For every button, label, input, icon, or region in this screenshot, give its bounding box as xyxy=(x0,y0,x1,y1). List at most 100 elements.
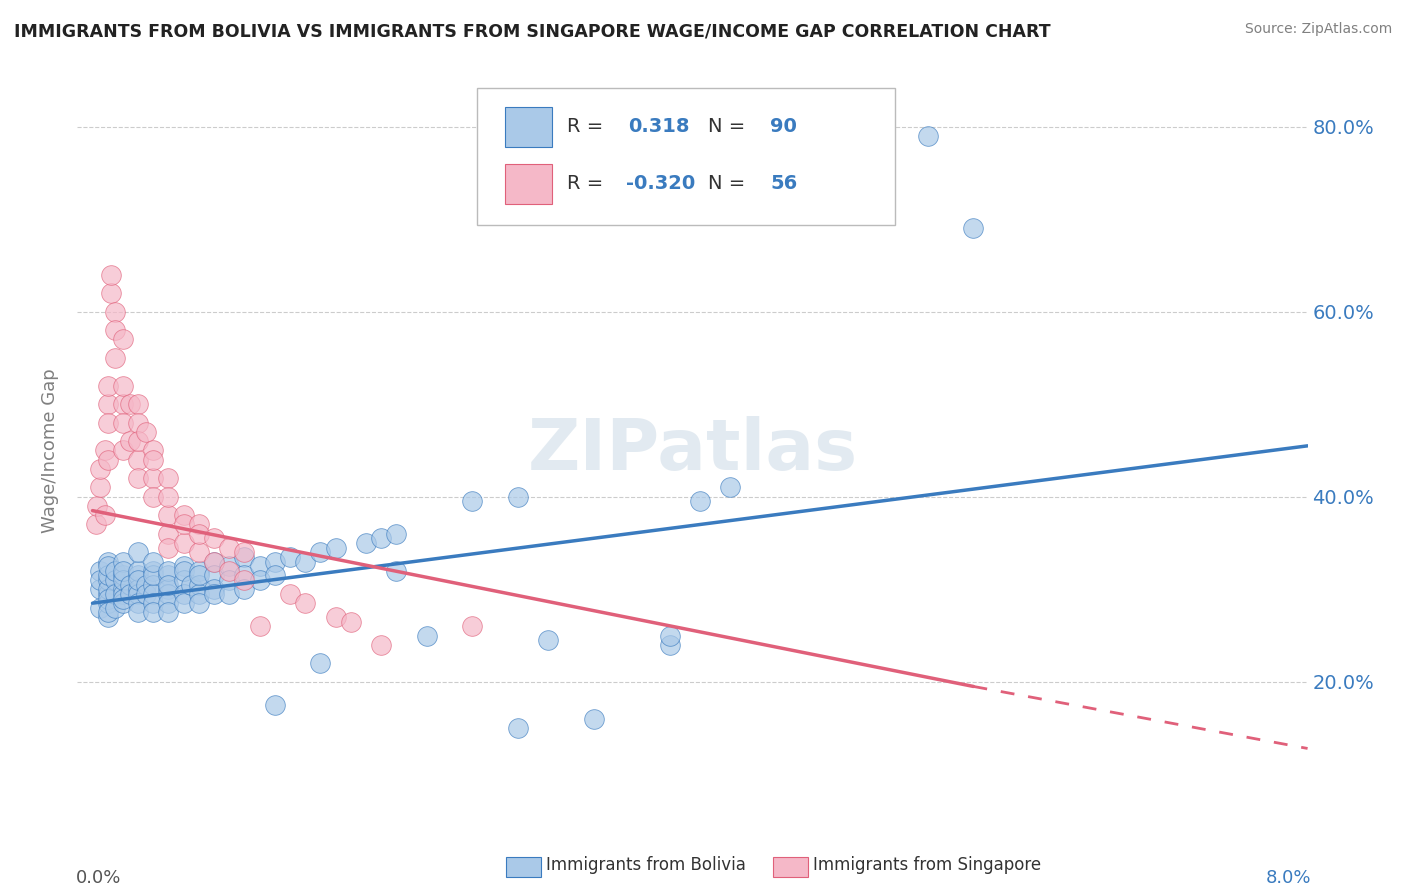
Point xyxy=(263,568,285,582)
Point xyxy=(537,633,560,648)
Point xyxy=(157,596,180,610)
Point xyxy=(111,333,134,347)
Point xyxy=(187,564,209,578)
Point xyxy=(89,600,111,615)
Point xyxy=(385,564,408,578)
Point xyxy=(157,587,180,601)
Point xyxy=(370,532,392,546)
Text: 0.0%: 0.0% xyxy=(76,869,121,887)
Point xyxy=(157,568,180,582)
Point xyxy=(97,596,120,610)
Point xyxy=(187,545,209,559)
Point xyxy=(157,541,180,555)
Point xyxy=(233,573,256,587)
Point xyxy=(917,128,939,143)
Point xyxy=(135,587,157,601)
Point xyxy=(202,554,225,569)
Point xyxy=(97,559,120,574)
Point xyxy=(127,568,149,582)
Point xyxy=(325,541,347,555)
Point xyxy=(233,545,256,559)
Point xyxy=(187,526,209,541)
Point xyxy=(249,573,271,587)
Point xyxy=(111,554,134,569)
Point xyxy=(97,378,120,392)
Point xyxy=(127,582,149,597)
Point xyxy=(187,517,209,532)
Point xyxy=(582,712,605,726)
Point xyxy=(202,568,225,582)
Point xyxy=(97,591,120,606)
Point xyxy=(86,499,108,513)
Text: -0.320: -0.320 xyxy=(626,175,696,194)
Point xyxy=(658,638,681,652)
Point xyxy=(962,221,984,235)
Point xyxy=(202,554,225,569)
Point xyxy=(127,545,149,559)
Point xyxy=(157,526,180,541)
Point xyxy=(111,443,134,458)
Point xyxy=(111,596,134,610)
Point xyxy=(506,490,529,504)
Point xyxy=(142,452,165,467)
Point xyxy=(104,323,127,337)
Point xyxy=(233,582,256,597)
Point xyxy=(294,596,316,610)
Point xyxy=(157,564,180,578)
Point xyxy=(157,490,180,504)
Point xyxy=(218,564,240,578)
Point xyxy=(173,536,195,550)
Point xyxy=(89,564,111,578)
Point xyxy=(120,434,142,449)
Point xyxy=(658,628,681,642)
Point xyxy=(187,577,209,591)
Point xyxy=(127,452,149,467)
Text: ZIPatlas: ZIPatlas xyxy=(527,416,858,485)
Point xyxy=(111,582,134,597)
Point xyxy=(173,564,195,578)
Text: Immigrants from Singapore: Immigrants from Singapore xyxy=(813,856,1040,874)
Point xyxy=(120,587,142,601)
Text: 8.0%: 8.0% xyxy=(1265,869,1312,887)
Point xyxy=(309,545,332,559)
Point xyxy=(202,587,225,601)
Point xyxy=(142,587,165,601)
Point xyxy=(142,568,165,582)
Text: R =: R = xyxy=(567,118,609,136)
Point xyxy=(111,397,134,411)
Point xyxy=(111,564,134,578)
Point xyxy=(689,494,711,508)
Point xyxy=(89,480,111,494)
Point xyxy=(157,606,180,620)
Point xyxy=(127,471,149,485)
Point xyxy=(720,480,742,494)
Point xyxy=(278,587,301,601)
Point xyxy=(233,568,256,582)
Point xyxy=(173,587,195,601)
Point xyxy=(97,573,120,587)
Point xyxy=(127,564,149,578)
Point xyxy=(135,425,157,439)
Point xyxy=(127,397,149,411)
FancyBboxPatch shape xyxy=(506,106,553,147)
Point xyxy=(104,573,127,587)
Point xyxy=(309,657,332,671)
Point xyxy=(415,628,437,642)
Point xyxy=(249,559,271,574)
Point xyxy=(202,532,225,546)
Point xyxy=(93,443,115,458)
Point xyxy=(187,596,209,610)
Point xyxy=(97,452,120,467)
Point xyxy=(157,471,180,485)
Point xyxy=(218,559,240,574)
Text: 0.318: 0.318 xyxy=(628,118,690,136)
Point xyxy=(187,568,209,582)
Point xyxy=(506,721,529,735)
Point xyxy=(278,549,301,564)
Point xyxy=(173,517,195,532)
Point xyxy=(97,587,120,601)
Point xyxy=(127,416,149,430)
Point xyxy=(263,698,285,712)
Point xyxy=(120,397,142,411)
Point xyxy=(93,508,115,523)
